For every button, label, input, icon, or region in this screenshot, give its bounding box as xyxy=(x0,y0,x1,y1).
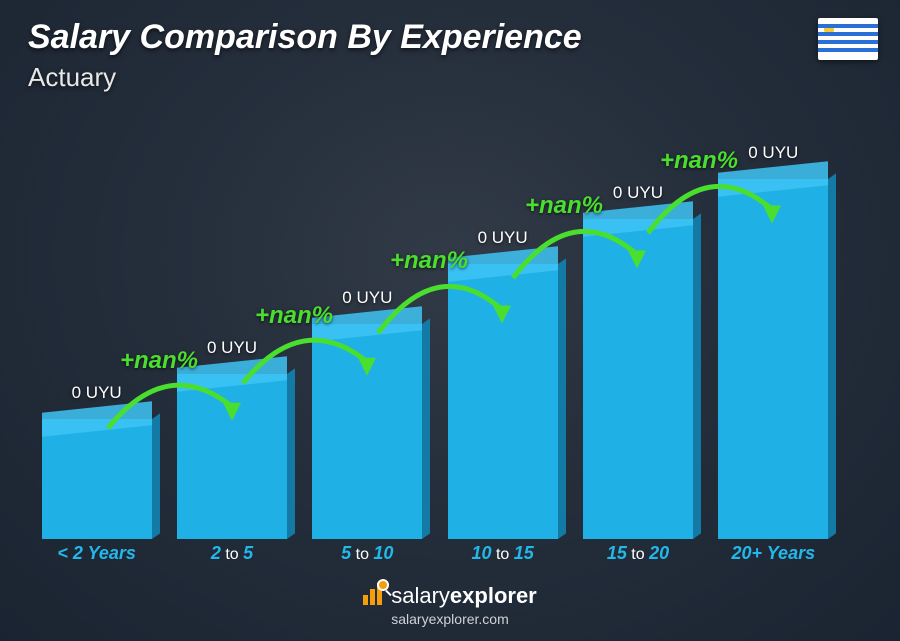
bar-value-label: 0 UYU xyxy=(342,288,392,308)
bar: 0 UYU xyxy=(312,324,422,539)
bar-column: 0 UYU xyxy=(173,374,290,539)
bar-chart-icon xyxy=(363,583,385,605)
brand-text-2: explorer xyxy=(450,583,537,608)
bar-column: 0 UYU xyxy=(579,219,696,539)
bar: 0 UYU xyxy=(448,264,558,539)
flag-uruguay-icon xyxy=(818,18,878,60)
category-label: 15 to 20 xyxy=(579,543,696,571)
category-label: 5 to 10 xyxy=(309,543,426,571)
bar-value-label: 0 UYU xyxy=(613,183,663,203)
category-labels: < 2 Years 2 to 5 5 to 10 10 to 15 15 to 20 20… xyxy=(30,543,840,571)
brand-logo: salaryexplorer xyxy=(0,583,900,609)
chart-subtitle: Actuary xyxy=(28,62,116,93)
category-label: < 2 Years xyxy=(38,543,155,571)
category-label: 20+ Years xyxy=(715,543,832,571)
bar: 0 UYU xyxy=(42,419,152,539)
bar-value-label: 0 UYU xyxy=(478,228,528,248)
bars-container: 0 UYU0 UYU0 UYU0 UYU0 UYU0 UYU xyxy=(30,121,840,539)
brand-text-1: salary xyxy=(391,583,450,608)
delta-label: +nan% xyxy=(660,147,738,175)
brand-url: salaryexplorer.com xyxy=(0,611,900,627)
bar: 0 UYU xyxy=(718,179,828,539)
bar-column: 0 UYU xyxy=(444,264,561,539)
bar-column: 0 UYU xyxy=(38,419,155,539)
delta-label: +nan% xyxy=(255,302,333,330)
bar: 0 UYU xyxy=(583,219,693,539)
bar-column: 0 UYU xyxy=(715,179,832,539)
category-label: 10 to 15 xyxy=(444,543,561,571)
bar-value-label: 0 UYU xyxy=(748,143,798,163)
bar-value-label: 0 UYU xyxy=(207,338,257,358)
delta-label: +nan% xyxy=(390,247,468,275)
bar-column: 0 UYU xyxy=(309,324,426,539)
category-label: 2 to 5 xyxy=(173,543,290,571)
footer: salaryexplorer salaryexplorer.com xyxy=(0,583,900,627)
chart-title: Salary Comparison By Experience xyxy=(28,18,582,57)
bar-value-label: 0 UYU xyxy=(72,383,122,403)
delta-label: +nan% xyxy=(525,192,603,220)
bar: 0 UYU xyxy=(177,374,287,539)
infographic-canvas: Salary Comparison By Experience Actuary … xyxy=(0,0,900,641)
delta-label: +nan% xyxy=(120,347,198,375)
bar-chart: 0 UYU0 UYU0 UYU0 UYU0 UYU0 UYU < 2 Years… xyxy=(30,121,840,571)
